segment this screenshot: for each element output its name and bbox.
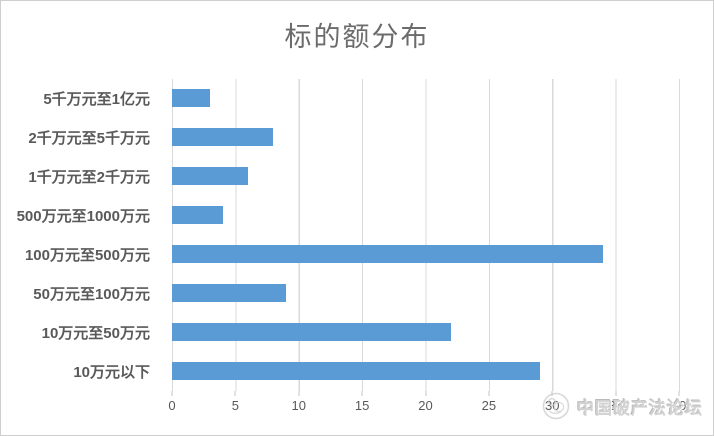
tick-label: 0 bbox=[168, 398, 176, 413]
value-axis: 0 5 10 15 20 25 30 35 40 bbox=[168, 391, 686, 421]
bar-100万元至500万元 bbox=[172, 245, 603, 263]
plot-area bbox=[172, 79, 680, 391]
category-label: 100万元至500万元 bbox=[24, 247, 150, 264]
bar-500万元至1000万元 bbox=[172, 206, 223, 224]
tick-mark bbox=[234, 391, 236, 396]
bar-row bbox=[172, 352, 679, 391]
tick-label: 20 bbox=[418, 398, 433, 413]
tick-mark bbox=[361, 391, 363, 396]
tick-label: 30 bbox=[545, 398, 560, 413]
tick-mark bbox=[488, 391, 490, 396]
category-axis: 5千万元至1亿元 2千万元至5千万元 1千万元至2千万元 500万元至1000万… bbox=[1, 79, 161, 391]
bar-row bbox=[172, 157, 679, 196]
tick-mark bbox=[425, 391, 426, 396]
category-label: 50万元至100万元 bbox=[33, 286, 150, 303]
bar-10万元以下 bbox=[172, 362, 540, 380]
bar-row bbox=[172, 196, 679, 235]
bar-row bbox=[172, 118, 679, 157]
tick-label: 40 bbox=[671, 398, 687, 413]
tick-mark bbox=[298, 391, 300, 396]
category-label: 2千万元至5千万元 bbox=[28, 130, 150, 147]
tick-label: 25 bbox=[481, 398, 497, 413]
category-label: 5千万元至1亿元 bbox=[43, 91, 150, 108]
tick-label: 15 bbox=[354, 398, 370, 413]
bar-5千万元至1亿元 bbox=[172, 89, 211, 107]
tick-mark bbox=[551, 391, 553, 396]
bar-50万元至100万元 bbox=[172, 284, 287, 302]
bar-row bbox=[172, 79, 679, 118]
category-label: 10万元以下 bbox=[73, 364, 150, 381]
bar-row bbox=[172, 235, 679, 274]
bar-row bbox=[172, 313, 679, 352]
bar-2千万元至5千万元 bbox=[172, 128, 274, 146]
tick-mark bbox=[615, 391, 617, 396]
tick-mark bbox=[678, 391, 680, 396]
tick-label: 35 bbox=[608, 398, 623, 413]
bar-row bbox=[172, 274, 679, 313]
tick-mark bbox=[171, 391, 173, 396]
bar-10万元至50万元 bbox=[172, 323, 451, 341]
category-label: 10万元至50万元 bbox=[41, 325, 150, 342]
category-label: 500万元至1000万元 bbox=[16, 208, 150, 225]
tick-label: 5 bbox=[231, 398, 239, 413]
bar-1千万元至2千万元 bbox=[172, 167, 249, 185]
tick-label: 10 bbox=[291, 398, 306, 413]
category-label: 1千万元至2千万元 bbox=[28, 169, 150, 186]
chart-title: 标的额分布 bbox=[284, 22, 430, 53]
